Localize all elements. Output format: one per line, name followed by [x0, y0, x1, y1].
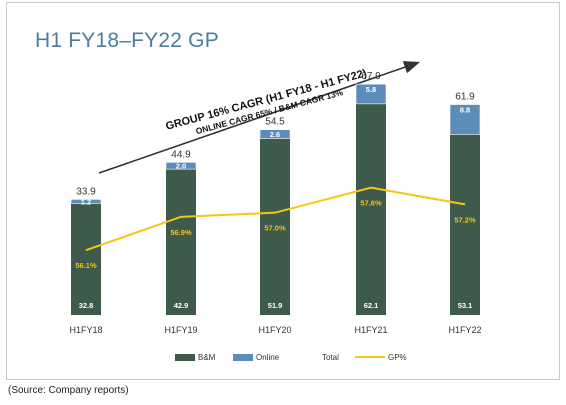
bm-bar [166, 169, 196, 315]
x-axis-labels: H1FY18 H1FY19 H1FY20 H1FY21 H1FY22 [69, 325, 481, 335]
legend: B&M Online Total GP% [175, 353, 407, 362]
bm-bar [450, 134, 480, 315]
legend-online-label: Online [256, 353, 280, 362]
online-bar [355, 83, 387, 105]
bm-bar [71, 203, 101, 315]
chart-title: H1 FY18–FY22 GP [35, 29, 219, 52]
bars-group: 32.8 1.233.9 42.9 2.0 44.9 51.9 2.6 54.5 62.1 5.8… [70, 71, 481, 315]
legend-online-swatch [233, 354, 253, 361]
bm-value-label: 32.8 [79, 301, 94, 310]
online-value-label: 5.8 [366, 85, 376, 94]
legend-gp-label: GP% [388, 353, 407, 362]
cagr-arrow [98, 61, 421, 174]
total-value-label: 33.9 [76, 186, 96, 197]
chart-svg: GROUP 16% CAGR (H1 FY18 - H1 FY22) ONLIN… [69, 61, 482, 362]
online-bar [449, 104, 481, 135]
online-value-label: 1.2 [81, 197, 91, 206]
bm-value-label: 51.9 [268, 301, 283, 310]
total-value-label: 54.5 [265, 117, 285, 128]
chart-frame: H1 FY18–FY22 GP GROUP 16% CAGR (H1 FY18 … [6, 2, 560, 380]
gp-value-label: 56.9% [170, 228, 192, 237]
online-bar [70, 199, 102, 204]
total-value-label: 44.9 [171, 149, 191, 160]
gp-line [85, 186, 466, 252]
online-value-label: 2.6 [270, 130, 280, 139]
bm-bar [356, 103, 386, 315]
gp-value-label: 57.0% [264, 224, 286, 233]
gp-value-label: 57.6% [360, 199, 382, 208]
bm-value-label: 42.9 [174, 301, 189, 310]
x-tick-label: H1FY19 [164, 325, 197, 335]
source-note: (Source: Company reports) [8, 385, 129, 396]
bm-value-label: 53.1 [458, 301, 473, 310]
legend-total-label: Total [322, 353, 339, 362]
bm-value-label: 62.1 [364, 301, 379, 310]
x-tick-label: H1FY18 [69, 325, 102, 335]
online-value-label: 2.0 [176, 162, 186, 171]
online-value-label: 8.8 [460, 106, 470, 115]
legend-bm-swatch [175, 354, 195, 361]
total-value-label: 67.9 [361, 71, 381, 82]
gp-value-label: 56.1% [75, 261, 97, 270]
bm-bar [260, 138, 290, 315]
x-tick-label: H1FY20 [258, 325, 291, 335]
legend-bm-label: B&M [198, 353, 216, 362]
x-tick-label: H1FY22 [448, 325, 481, 335]
gp-value-label: 57.2% [454, 215, 476, 224]
online-bar [259, 129, 291, 139]
online-bar [165, 162, 197, 170]
x-tick-label: H1FY21 [354, 325, 387, 335]
gp-line-group: 56.1% 56.9% 57.0% 57.6% 57.2% [75, 186, 476, 270]
total-value-label: 61.9 [455, 92, 475, 103]
